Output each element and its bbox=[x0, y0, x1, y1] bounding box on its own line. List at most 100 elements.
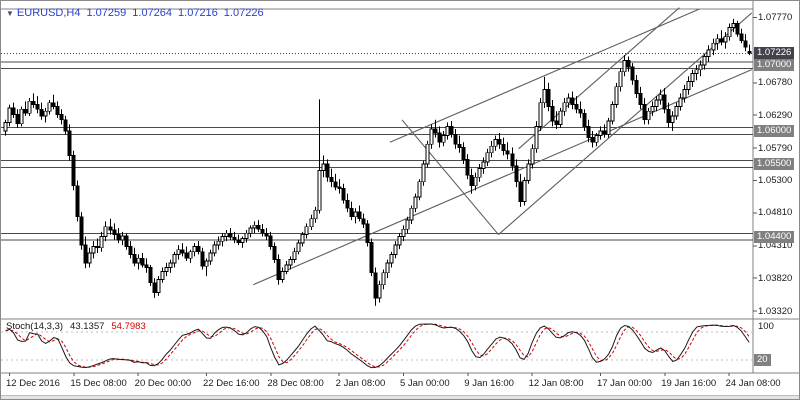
candle-body bbox=[727, 27, 732, 38]
candle-body bbox=[11, 107, 16, 115]
candle-body bbox=[47, 102, 52, 112]
candle-body bbox=[449, 126, 454, 135]
candle-body bbox=[719, 38, 724, 43]
price-level-badge: 1.07000 bbox=[754, 59, 795, 72]
candle-body bbox=[698, 64, 703, 71]
candle-body bbox=[610, 104, 615, 122]
time-axis-label[interactable]: 24 Jan 08:00 bbox=[725, 378, 781, 389]
candle-body bbox=[341, 188, 346, 201]
candle-body bbox=[369, 242, 374, 274]
price-axis-label[interactable]: 1.05300 bbox=[758, 174, 793, 186]
time-axis-label[interactable]: 20 Dec 00:00 bbox=[134, 378, 192, 389]
candle-body bbox=[743, 40, 748, 48]
price-axis-label[interactable]: 1.05790 bbox=[758, 142, 793, 154]
time-axis-label[interactable]: 15 Dec 08:00 bbox=[70, 378, 127, 389]
time-axis-label[interactable]: 19 Jan 16:00 bbox=[661, 378, 717, 389]
candle-body bbox=[393, 244, 398, 255]
candle-body bbox=[51, 102, 56, 108]
candle-body bbox=[55, 106, 60, 115]
candle-body bbox=[409, 207, 414, 221]
candle-body bbox=[361, 218, 366, 225]
candle-body bbox=[650, 106, 655, 112]
candle-body bbox=[140, 257, 145, 266]
time-axis-label[interactable]: 2 Jan 08:00 bbox=[335, 378, 386, 389]
candle-body bbox=[626, 60, 631, 68]
candle-body bbox=[296, 242, 301, 253]
time-axis-label[interactable]: 28 Dec 08:00 bbox=[267, 378, 324, 389]
candle-body bbox=[172, 253, 177, 264]
candle-body bbox=[345, 199, 350, 209]
indicator-value-main: 43.1357 bbox=[70, 321, 105, 332]
candle-body bbox=[204, 260, 209, 267]
price-axis-label[interactable]: 1.04310 bbox=[758, 240, 793, 252]
candle-body bbox=[377, 284, 382, 299]
time-axis-label[interactable]: 12 Dec 2016 bbox=[6, 378, 60, 389]
indicator-name: Stoch(14,3,3) bbox=[6, 321, 64, 332]
indicator-label[interactable]: Stoch(14,3,3) 43.1357 54.7983 bbox=[6, 321, 153, 332]
candle-body bbox=[505, 150, 510, 155]
candle-body bbox=[686, 81, 691, 90]
candle-body bbox=[91, 246, 96, 254]
candle-body bbox=[15, 114, 20, 125]
candle-body bbox=[735, 23, 740, 35]
candle-body bbox=[71, 155, 76, 187]
candle-body bbox=[63, 119, 68, 132]
time-axis-label[interactable]: 17 Jan 00:00 bbox=[596, 378, 652, 389]
candle-body bbox=[124, 235, 129, 247]
candle-body bbox=[437, 132, 442, 143]
candle-body bbox=[220, 236, 225, 242]
candle-body bbox=[702, 56, 707, 66]
candle-body bbox=[333, 181, 338, 188]
axis-ticks bbox=[9, 17, 757, 376]
candle-body bbox=[156, 279, 161, 294]
trendline[interactable] bbox=[401, 119, 499, 235]
time-axis-label[interactable]: 5 Jan 00:00 bbox=[399, 378, 450, 389]
candle-body bbox=[325, 163, 330, 178]
time-axis-label[interactable]: 9 Jan 16:00 bbox=[464, 378, 514, 389]
candle-body bbox=[678, 97, 683, 108]
candle-body bbox=[642, 104, 647, 121]
price-axis-label[interactable]: 1.06780 bbox=[758, 77, 793, 89]
candle-body bbox=[276, 259, 281, 280]
time-axis-label[interactable]: 22 Dec 16:00 bbox=[203, 378, 260, 389]
candle-body bbox=[252, 224, 257, 229]
price-level-badge: 1.05500 bbox=[754, 158, 795, 170]
candle-body bbox=[405, 219, 410, 230]
candle-body bbox=[441, 135, 446, 143]
price-axis-label[interactable]: 1.06290 bbox=[758, 109, 793, 121]
candle-body bbox=[128, 246, 133, 255]
candle-body bbox=[313, 209, 318, 220]
price-axis-label[interactable]: 1.07770 bbox=[758, 12, 793, 24]
candle-body bbox=[381, 272, 386, 286]
candle-body bbox=[469, 174, 474, 187]
price-axis-label[interactable]: 1.03820 bbox=[758, 272, 793, 284]
trendline[interactable] bbox=[389, 8, 700, 143]
symbol-timeframe: EURUSD,H4 bbox=[16, 7, 81, 19]
candle-body bbox=[43, 110, 48, 117]
candle-body bbox=[256, 224, 261, 230]
candle-body bbox=[280, 271, 285, 280]
candle-body bbox=[200, 251, 205, 267]
time-axis-label[interactable]: 12 Jan 08:00 bbox=[528, 378, 584, 389]
ohlc-high: 1.07264 bbox=[132, 7, 173, 19]
trendline[interactable] bbox=[518, 7, 680, 150]
ohlc-open: 1.07259 bbox=[86, 7, 127, 19]
price-axis-label[interactable]: 1.03320 bbox=[758, 305, 793, 317]
candle-body bbox=[152, 282, 157, 294]
candle-body bbox=[232, 236, 237, 241]
price-axis-label[interactable]: 1.04810 bbox=[758, 207, 793, 219]
symbol-marker-icon: ▼ bbox=[6, 9, 14, 18]
candle-body bbox=[731, 23, 736, 28]
candle-body bbox=[244, 232, 249, 239]
stoch-scale-max-label[interactable]: 100 bbox=[758, 321, 774, 332]
candle-body bbox=[602, 130, 607, 135]
candle-body bbox=[116, 234, 121, 241]
candle-body bbox=[485, 152, 490, 163]
candle-body bbox=[715, 38, 720, 44]
candle-body bbox=[670, 115, 675, 123]
candle-body bbox=[417, 181, 422, 198]
stoch-level-badge: 20 bbox=[754, 353, 771, 366]
candle-body bbox=[337, 186, 342, 189]
